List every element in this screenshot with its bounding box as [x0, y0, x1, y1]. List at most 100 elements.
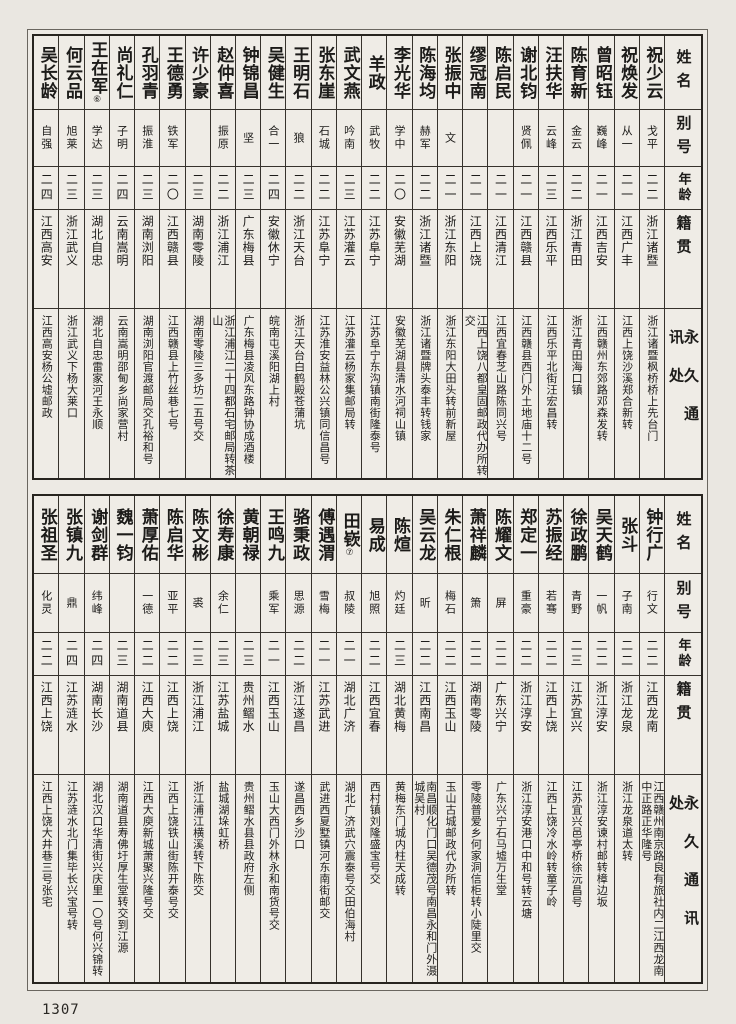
entry-native-cell-text: 浙江龙泉	[619, 681, 634, 733]
entry-alias-cell: 青野	[564, 574, 589, 633]
entry-name: 王明石	[289, 45, 310, 100]
entry-name-cell: 黄朝禄	[236, 496, 261, 574]
entry-alias-cell: 振原	[210, 110, 236, 167]
entry-native-cell-text: 江苏阜宁	[367, 215, 382, 267]
entry-name: 陈海均	[415, 45, 436, 100]
entry-column: 许少豪 二三 湖南零陵 湖南零陵三多坊二五号交	[184, 36, 210, 478]
entry-name: 陈文彬	[188, 507, 209, 562]
entry-alias-cell: 赫军	[412, 110, 437, 167]
entry-alias-cell-text: 吟南	[342, 125, 356, 151]
entry-native-cell: 湖南浏阳	[135, 210, 160, 309]
entry-age-cell-text: 二三	[543, 173, 558, 203]
column-header-native: 籍贯	[665, 676, 701, 775]
entry-name: 羊政	[364, 54, 385, 91]
entry-native-cell-text: 贵州鳛水	[241, 681, 256, 733]
entry-column: 朱仁根 梅石 二二 江西玉山 玉山古城邮政代办所转	[436, 496, 463, 982]
entry-alias-cell: 思源	[286, 574, 311, 633]
entry-alias-cell	[185, 110, 210, 167]
entry-native-cell: 浙江诸暨	[639, 210, 664, 309]
entry-native-cell-text: 江苏武进	[316, 681, 331, 733]
entry-age-cell: 二三	[538, 167, 564, 210]
entry-address-cell: 浙江青田海口镇	[564, 309, 588, 478]
entry-alias-cell: 石城	[311, 110, 336, 167]
entry-address-cell-text: 广东兴宁石马墟万生堂	[494, 781, 508, 896]
entry-alias-cell-text: 石城	[317, 125, 331, 151]
entry-alias-cell-text: 亚平	[165, 590, 179, 616]
entry-native-cell-text: 广东梅县	[241, 215, 256, 267]
entry-name-cell: 汪扶华	[538, 36, 564, 110]
entry-age-cell-text: 二三	[342, 173, 357, 203]
entry-address-cell-text: 江苏宜兴邑亭桥徐沅昌号	[570, 781, 584, 908]
entry-age-cell: 二二	[564, 167, 589, 210]
entry-alias-cell: 巍峰	[589, 110, 614, 167]
entry-native-cell: 江西广丰	[614, 210, 639, 309]
entry-address-cell: 玉山大西门外林永和南货号交	[261, 775, 285, 982]
entry-address-cell: 江西宜春芝山路陈同兴号	[488, 309, 512, 478]
entry-alias-cell-text: 青野	[569, 590, 583, 616]
entry-name-cell: 吴云龙	[412, 496, 437, 574]
entry-name: 张祖圣	[36, 507, 57, 562]
entry-native-cell-text: 湖南浏阳	[140, 215, 155, 267]
entry-alias-cell: 灼廷	[387, 574, 412, 633]
entry-native-cell: 浙江浦江	[185, 676, 210, 775]
entry-address-cell-text: 江西赣州南京路良有旅社内二江西龙南中正路正华隆号	[639, 781, 664, 977]
entry-native-cell-text: 江苏宜兴	[569, 681, 584, 733]
entry-native-cell-text: 江西赣县	[165, 215, 180, 267]
entry-address-cell-text: 浙江诸暨枫桥桥上先台门	[645, 315, 659, 442]
entry-alias-cell-text: 武牧	[367, 125, 381, 151]
entry-name-cell: 钟锦昌	[236, 36, 261, 110]
entry-native-cell-text: 浙江东阳	[443, 215, 457, 267]
entry-native-cell: 浙江武义	[59, 210, 84, 309]
entry-native-cell: 浙江东阳	[437, 210, 463, 309]
entry-alias-cell: 雪梅	[311, 574, 336, 633]
entry-age-cell: 二二	[311, 167, 336, 210]
entry-address-cell-text: 浙江青田海口镇	[570, 315, 584, 396]
entry-name-cell: 孔羽青	[135, 36, 160, 110]
entry-alias-cell-text: 合一	[266, 125, 280, 151]
entry-name: 武文燕	[339, 45, 360, 100]
entry-alias-cell-text: 学达	[90, 125, 104, 151]
entry-address-cell: 黄梅东门城内柱天成转	[387, 775, 411, 982]
entry-age-cell: 二一	[336, 633, 362, 676]
entry-name: 陈育新	[566, 45, 587, 100]
entry-name-cell: 祝焕发	[614, 36, 639, 110]
entry-native-cell: 江西上饶	[538, 676, 564, 775]
entry-age-cell-text: 二三	[140, 173, 155, 203]
entry-native-cell-text: 湖北自忠	[89, 215, 104, 267]
entry-age-cell: 二一	[488, 167, 513, 210]
entry-native-cell: 湖南零陵	[463, 676, 488, 775]
entry-address-cell-text: 湖南道县寿佛圩厚生堂转交到江源	[115, 781, 129, 954]
entry-address-cell: 湖北汉口华清街兴庆里一〇号何兴锦转	[85, 775, 109, 982]
entry-name: 谢剑群	[87, 507, 108, 562]
entry-address-cell: 江西上饶大井巷三号张宅	[34, 775, 58, 982]
entry-age-cell-text: 二二	[140, 639, 155, 669]
entry-age-cell: 二二	[286, 167, 311, 210]
entry-age-cell-text: 二三	[64, 173, 79, 203]
entry-age-cell: 二二	[362, 633, 387, 676]
column-header-address: 永久通讯处	[667, 795, 700, 948]
entry-native-cell-text: 江西龙南	[644, 681, 659, 733]
entry-native-cell: 贵州鳛水	[236, 676, 261, 775]
entry-address-cell: 云南嵩明邵甸乡尚家营村	[110, 309, 134, 478]
entry-native-cell-text: 湖南零陵	[190, 215, 205, 267]
entry-age-cell: 二四	[261, 167, 286, 210]
entry-name-cell: 谢剑群	[84, 496, 109, 574]
entry-native-cell: 江西玉山	[437, 676, 463, 775]
entry-native-cell: 浙江青田	[564, 210, 589, 309]
entry-address-cell-text: 江西宜春芝山路陈同兴号	[494, 315, 508, 442]
entry-name: 何云品	[61, 45, 82, 100]
entry-alias-cell-text: 纬峰	[90, 590, 104, 616]
entry-column: 郑定一 重豪 二二 浙江淳安 浙江淳安港口中和号转云塘	[512, 496, 538, 982]
entry-native-cell: 江西上饶	[34, 676, 59, 775]
entry-column: 武文燕 吟南 二三 江苏灌云 江苏灌云杨家集邮局转	[335, 36, 362, 478]
entry-address-cell-text: 江西赣县西门外土地庙十二号	[519, 315, 533, 465]
entry-native-cell: 江西宜春	[362, 676, 387, 775]
entry-alias-cell-text: 昕	[418, 596, 432, 610]
entry-native-cell-text: 江西乐平	[543, 215, 558, 267]
entry-name: 钟锦昌	[238, 45, 259, 100]
entry-address-cell: 浙江天台白鹤殿苍蒲坑	[286, 309, 310, 478]
entry-address-cell: 江苏阜宁东沟镇南街隆泰号	[362, 309, 386, 478]
entry-alias-cell-text: 坚	[241, 131, 255, 145]
entry-address-cell: 西村镇刘隆盛宝号交	[362, 775, 386, 982]
entry-name-cell: 陈海均	[412, 36, 437, 110]
